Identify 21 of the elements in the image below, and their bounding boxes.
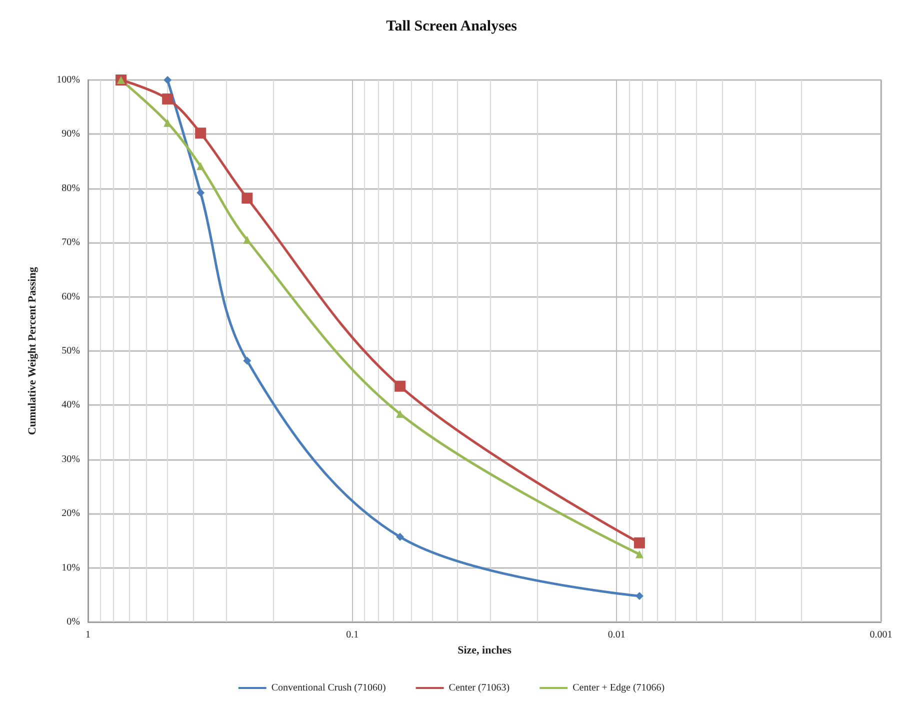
- x-tick-label: 0.1: [346, 630, 359, 640]
- y-tick-label: 10%: [62, 562, 80, 574]
- y-tick-label: 100%: [56, 74, 80, 86]
- y-tick-label: 40%: [62, 400, 80, 411]
- x-tick-label: 0.001: [870, 630, 892, 640]
- chart-title: Tall Screen Analyses: [386, 18, 518, 34]
- legend-label: Center + Edge (71066): [572, 682, 665, 694]
- y-tick-label: 50%: [62, 346, 80, 356]
- legend-label: Conventional Crush (71060): [271, 682, 386, 694]
- y-axis-title: Cumulative Weight Percent Passing: [26, 266, 38, 435]
- x-tick-label: 0.01: [608, 630, 626, 640]
- y-tick-label: 90%: [62, 128, 80, 140]
- y-tick-label: 0%: [66, 616, 80, 628]
- y-tick-label: 80%: [62, 182, 80, 194]
- x-tick-label: 1: [86, 630, 90, 640]
- x-axis-title: Size, inches: [458, 644, 512, 656]
- y-tick-label: 60%: [62, 291, 80, 302]
- y-tick-label: 30%: [62, 454, 80, 465]
- legend-label: Center (71063): [448, 682, 510, 694]
- y-tick-label: 70%: [62, 237, 80, 248]
- y-tick-label: 20%: [62, 508, 80, 520]
